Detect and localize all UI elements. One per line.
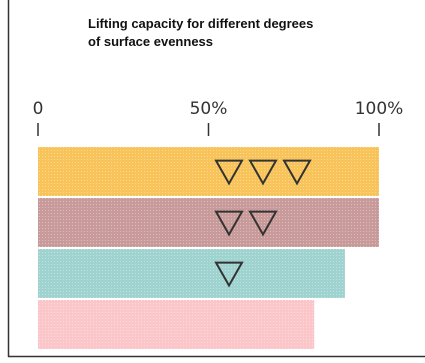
markers-group — [214, 159, 312, 288]
bar-texture-2 — [38, 198, 379, 247]
down-triangle-icon — [214, 159, 244, 186]
down-triangle-icon — [214, 261, 244, 288]
down-triangle-icon — [214, 210, 244, 237]
chart-title-line-2: of surface evenness — [88, 34, 213, 49]
bar-texture-4 — [38, 300, 315, 349]
x-tick-label: 50% — [190, 99, 228, 119]
bar-texture-1 — [38, 147, 379, 196]
down-triangle-icon — [248, 159, 278, 186]
x-axis: 0 50% 100% — [33, 99, 404, 136]
bar-texture-3 — [38, 249, 345, 298]
chart-title-line-1: Lifting capacity for different degrees — [88, 16, 313, 31]
bars-group — [38, 147, 379, 349]
down-triangle-icon — [248, 210, 278, 237]
down-triangle-icon — [282, 159, 312, 186]
x-tick-label: 0 — [33, 99, 44, 119]
x-tick-label: 100% — [355, 99, 404, 119]
